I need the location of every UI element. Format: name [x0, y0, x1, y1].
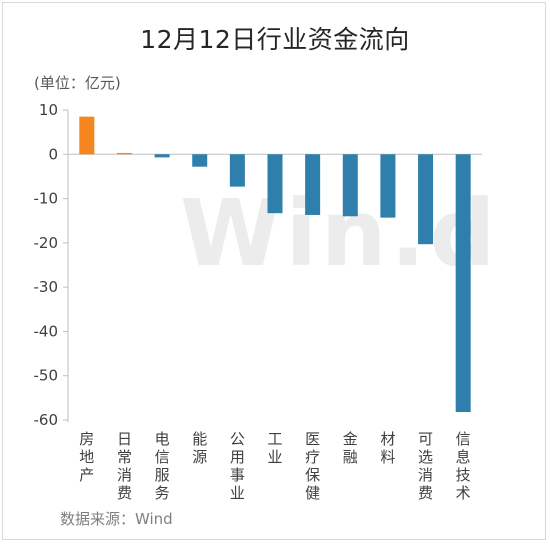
bar-日常消费 — [116, 152, 132, 155]
y-tick-label: -10 — [34, 190, 59, 208]
bar-信息技术 — [455, 154, 471, 413]
bar-公用事业 — [229, 154, 245, 187]
chart-frame — [2, 2, 546, 540]
bar-工业 — [267, 154, 283, 214]
source-label: 数据来源：Wind — [60, 510, 173, 528]
watermark: Win.d — [180, 180, 500, 287]
category-label: 医疗保健 — [305, 430, 320, 502]
category-label: 日常消费 — [117, 430, 132, 502]
y-tick-label: 10 — [39, 101, 58, 119]
bar-金融 — [342, 154, 358, 217]
category-label: 能源 — [192, 430, 207, 466]
chart-title: 12月12日行业资金流向 — [140, 25, 410, 54]
y-tick-label: -50 — [34, 367, 59, 385]
bar-能源 — [192, 154, 208, 167]
y-tick-label: -20 — [34, 234, 59, 252]
category-label: 公用事业 — [230, 430, 245, 502]
category-label: 信息技术 — [456, 430, 471, 502]
category-label: 可选消费 — [418, 430, 433, 502]
bar-医疗保健 — [305, 154, 321, 215]
bar-房地产 — [79, 116, 95, 155]
category-label: 金融 — [343, 430, 358, 466]
y-tick-label: -40 — [34, 322, 59, 340]
bar-电信服务 — [154, 154, 170, 158]
unit-label: (单位：亿元) — [34, 74, 121, 92]
category-label: 工业 — [267, 430, 282, 466]
y-tick-label: -30 — [34, 278, 59, 296]
category-label: 电信服务 — [155, 430, 170, 502]
category-label: 房地产 — [79, 430, 94, 484]
y-tick-label: -60 — [34, 411, 59, 429]
category-label: 材料 — [380, 430, 395, 466]
y-tick-label: 0 — [48, 145, 58, 163]
bar-材料 — [380, 154, 396, 218]
bar-可选消费 — [418, 154, 434, 245]
